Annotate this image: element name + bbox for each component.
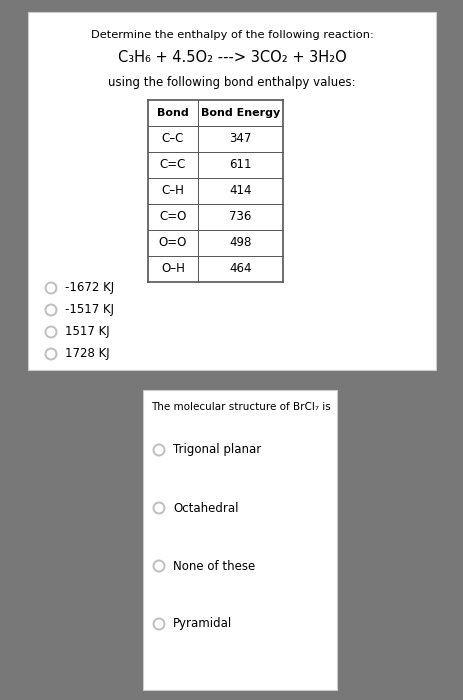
Text: 611: 611	[229, 158, 251, 172]
Circle shape	[152, 501, 165, 514]
Circle shape	[44, 281, 57, 295]
Text: O=O: O=O	[158, 237, 187, 249]
Text: None of these: None of these	[173, 559, 255, 573]
Text: using the following bond enthalpy values:: using the following bond enthalpy values…	[108, 76, 355, 89]
Circle shape	[152, 444, 165, 456]
Text: 498: 498	[229, 237, 251, 249]
Text: C–H: C–H	[161, 185, 184, 197]
Text: -1517 KJ: -1517 KJ	[65, 304, 114, 316]
Text: 464: 464	[229, 262, 251, 276]
Circle shape	[44, 326, 57, 339]
Text: 736: 736	[229, 211, 251, 223]
Text: 414: 414	[229, 185, 251, 197]
Text: C₃H₆ + 4.5O₂ ---> 3CO₂ + 3H₂O: C₃H₆ + 4.5O₂ ---> 3CO₂ + 3H₂O	[118, 50, 345, 65]
Text: Bond: Bond	[157, 108, 188, 118]
Circle shape	[46, 305, 56, 314]
Text: Determine the enthalpy of the following reaction:: Determine the enthalpy of the following …	[90, 30, 373, 40]
Circle shape	[154, 561, 163, 570]
Circle shape	[154, 503, 163, 512]
Circle shape	[46, 328, 56, 337]
Circle shape	[154, 620, 163, 629]
Text: 347: 347	[229, 132, 251, 146]
FancyBboxPatch shape	[28, 12, 435, 370]
FancyBboxPatch shape	[143, 390, 336, 690]
Text: 1728 KJ: 1728 KJ	[65, 347, 109, 360]
Text: Octahedral: Octahedral	[173, 501, 238, 514]
Circle shape	[46, 284, 56, 293]
Text: Bond Energy: Bond Energy	[200, 108, 280, 118]
Text: Trigonal planar: Trigonal planar	[173, 444, 261, 456]
Text: 1517 KJ: 1517 KJ	[65, 326, 109, 339]
Text: The molecular structure of BrCl₇ is: The molecular structure of BrCl₇ is	[150, 402, 330, 412]
Text: C–C: C–C	[162, 132, 184, 146]
Text: -1672 KJ: -1672 KJ	[65, 281, 114, 295]
Text: C=C: C=C	[159, 158, 186, 172]
Text: Pyramidal: Pyramidal	[173, 617, 232, 631]
Circle shape	[152, 617, 165, 631]
Text: C=O: C=O	[159, 211, 186, 223]
Text: O–H: O–H	[161, 262, 185, 276]
Circle shape	[44, 304, 57, 316]
Circle shape	[46, 349, 56, 358]
Circle shape	[44, 347, 57, 360]
Circle shape	[152, 559, 165, 573]
Bar	[148, 100, 282, 282]
Circle shape	[154, 445, 163, 454]
